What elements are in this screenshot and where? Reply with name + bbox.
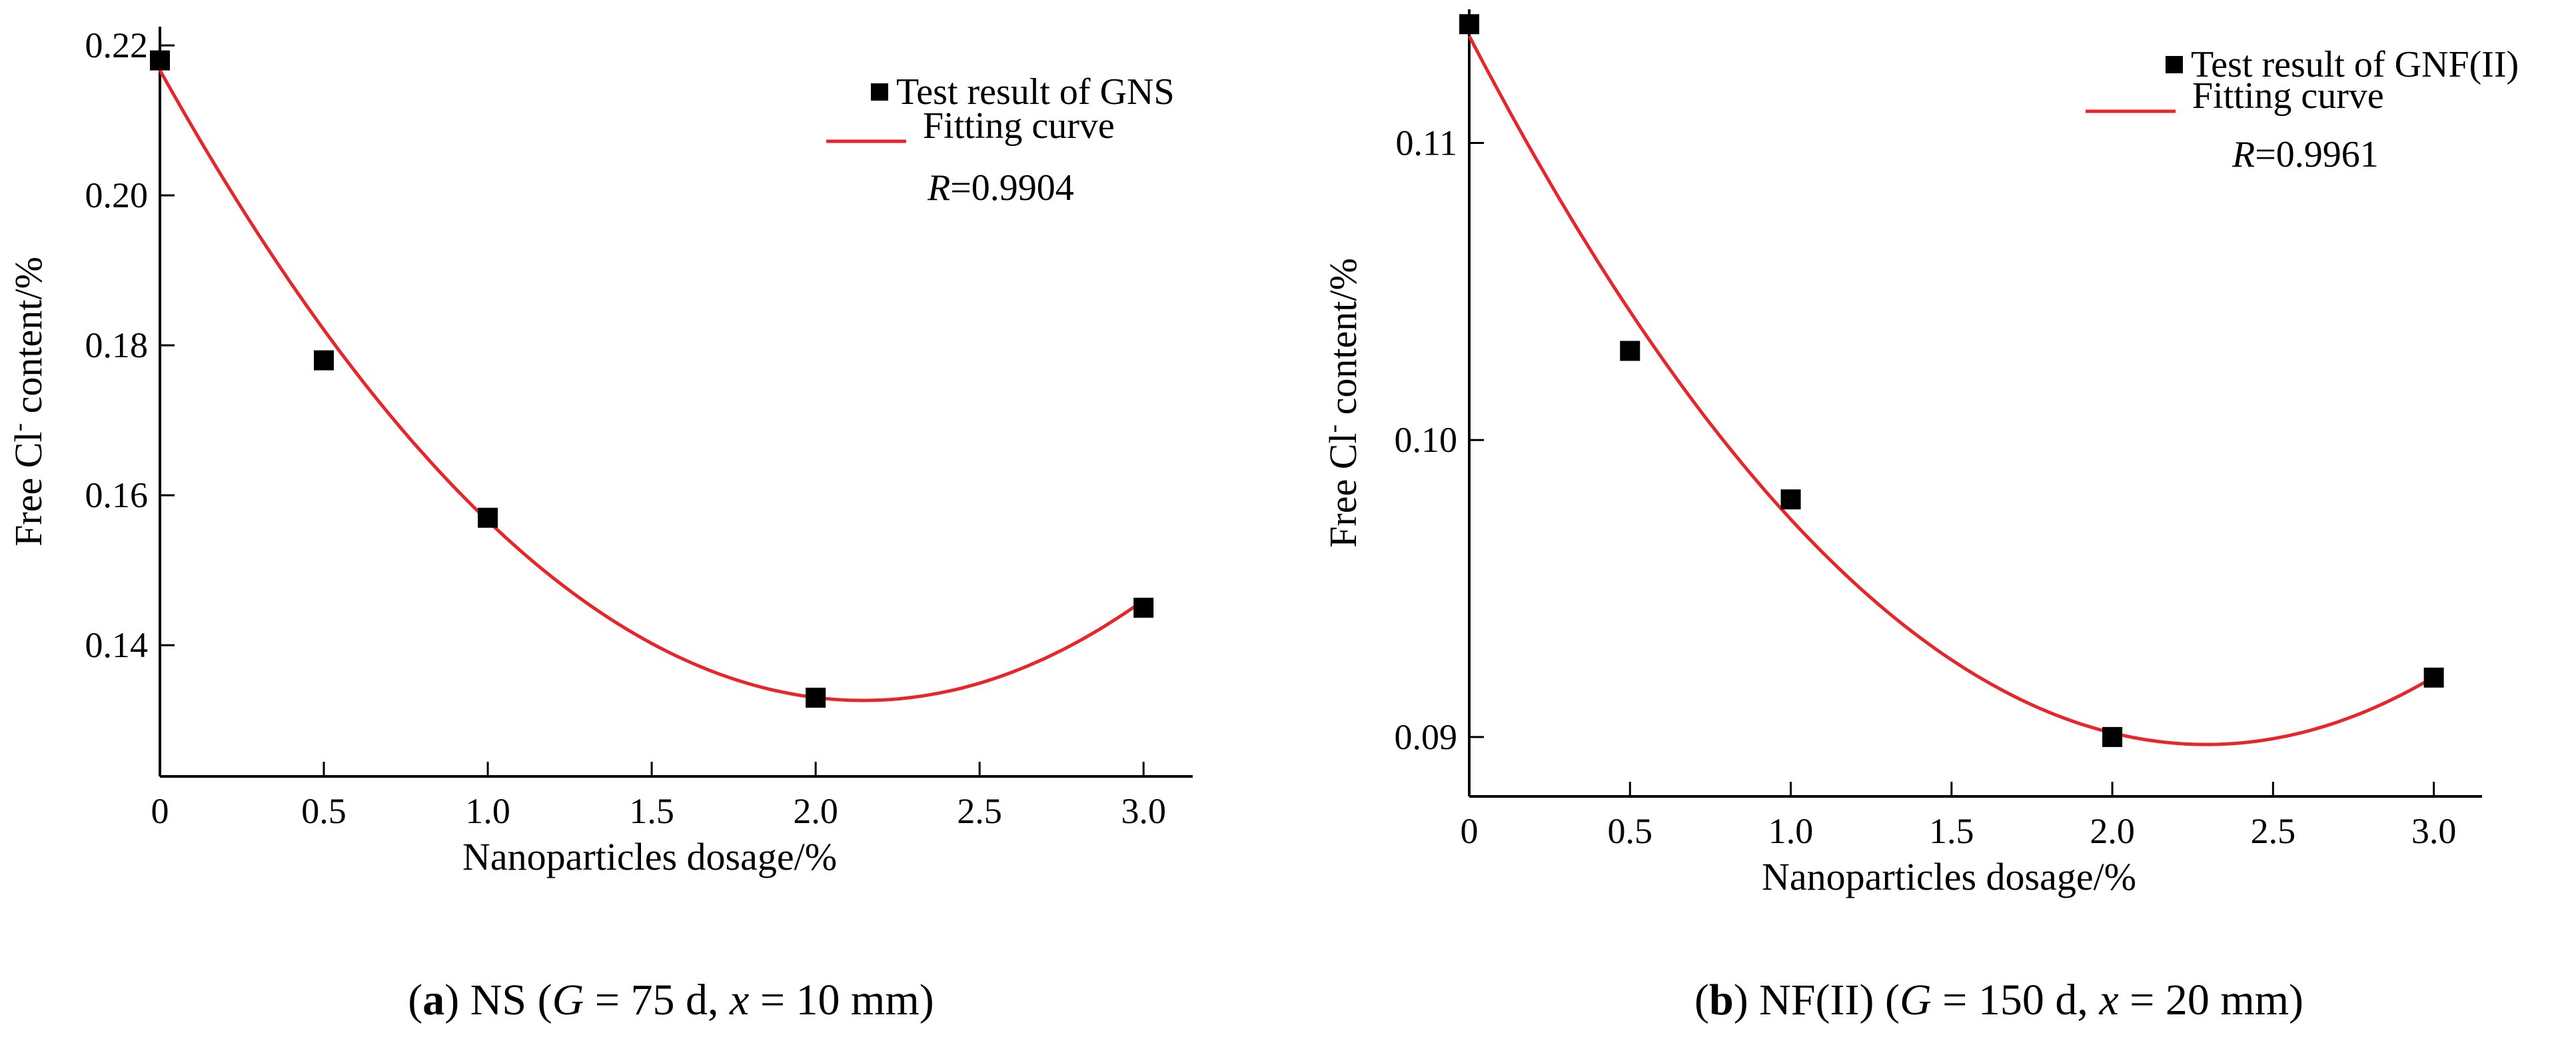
x-tick-label: 3.0 (2411, 811, 2457, 851)
data-point-marker (806, 687, 826, 708)
y-tick-label: 0.20 (85, 175, 149, 215)
x-tick-label: 3.0 (1121, 791, 1166, 831)
data-point-marker (2102, 726, 2123, 747)
data-point-marker (1780, 489, 1801, 510)
data-point-marker (2423, 667, 2444, 688)
data-point-marker (150, 50, 170, 71)
x-tick-label: 1.0 (465, 791, 510, 831)
panel-caption: (a) NS (G = 75 d, x = 10 mm) (408, 976, 934, 1024)
x-tick-label: 2.0 (2090, 811, 2135, 851)
r-value-annotation: R=0.9904 (927, 167, 1074, 209)
x-tick-label: 1.5 (629, 791, 674, 831)
x-tick-label: 2.5 (2251, 811, 2296, 851)
y-tick-label: 0.16 (85, 475, 149, 515)
data-point-marker (1133, 597, 1154, 618)
legend-label-fitting-curve: Fitting curve (923, 105, 1115, 147)
chart-panel-b: 0 0.5 1.0 1.5 2.0 2.5 3.0 0.09 0.10 0.11 Nanoparti… (1319, 9, 2519, 1024)
y-tick-label: 0.22 (85, 25, 149, 65)
y-tick-label: 0.10 (1395, 420, 1458, 460)
x-tick-label: 1.5 (1929, 811, 1974, 851)
y-tick-label: 0.18 (85, 325, 149, 365)
fitting-curve-line (1467, 35, 2435, 746)
x-tick-label: 2.0 (793, 791, 838, 831)
x-axis-label: Nanoparticles dosage/% (462, 835, 837, 878)
legend-marker-square (871, 83, 888, 101)
legend-label-test-result: Test result of GNS (896, 71, 1175, 113)
data-point-marker (478, 507, 498, 528)
x-tick-label: 0 (1461, 811, 1479, 851)
y-tick-label: 0.11 (1396, 123, 1458, 163)
x-axis-label: Nanoparticles dosage/% (1762, 855, 2136, 898)
x-tick-label: 0 (151, 791, 169, 831)
data-point-marker (1459, 14, 1479, 35)
y-tick-label: 0.09 (1395, 717, 1458, 757)
y-axis-label: Free Cl- content/% (5, 257, 50, 546)
chart-panel-a: 0 0.5 1.0 1.5 2.0 2.5 3.0 0.14 0.16 0.18 0.20 0.22 N… (5, 25, 1193, 1024)
legend-marker-square (2166, 56, 2183, 73)
y-axis-label: Free Cl- content/% (1319, 258, 1365, 548)
panel-caption: (b) NF(II) (G = 150 d, x = 20 mm) (1694, 976, 2303, 1024)
data-point-marker (314, 350, 334, 371)
r-value-annotation: R=0.9961 (2232, 134, 2379, 175)
fitting-curve-line (158, 69, 1145, 702)
y-tick-label: 0.14 (85, 625, 149, 665)
data-point-marker (1620, 341, 1640, 361)
x-tick-label: 2.5 (957, 791, 1002, 831)
x-tick-label: 0.5 (1608, 811, 1653, 851)
legend-label-test-result: Test result of GNF(II) (2191, 44, 2519, 85)
x-tick-label: 0.5 (301, 791, 346, 831)
x-tick-label: 1.0 (1768, 811, 1814, 851)
legend-label-fitting-curve: Fitting curve (2192, 75, 2384, 117)
